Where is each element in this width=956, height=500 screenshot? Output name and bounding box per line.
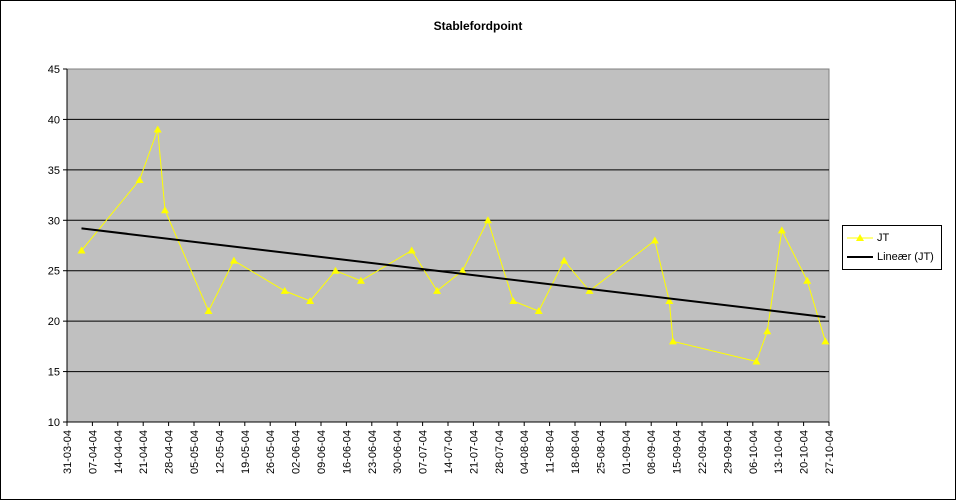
data-point-jt bbox=[458, 266, 467, 274]
x-tick-label: 07-04-04 bbox=[87, 430, 99, 474]
data-point-jt bbox=[752, 357, 761, 365]
x-tick-label: 08-09-04 bbox=[646, 430, 658, 474]
x-tick-label: 22-09-04 bbox=[697, 430, 709, 474]
x-tick-label: 06-10-04 bbox=[748, 430, 760, 474]
plot-area bbox=[66, 68, 830, 423]
y-axis: 10 15 20 25 30 35 40 45 bbox=[48, 64, 68, 429]
legend-swatch-trend bbox=[847, 256, 873, 258]
x-tick-label: 23-06-04 bbox=[367, 430, 379, 474]
y-tick-label: 10 bbox=[48, 417, 60, 429]
legend-item-trend: Lineær (JT) bbox=[843, 250, 941, 264]
data-point-jt bbox=[356, 276, 365, 284]
legend-label-trend: Lineær (JT) bbox=[877, 251, 934, 263]
x-tick-label: 13-10-04 bbox=[773, 430, 785, 474]
legend-label-jt: JT bbox=[877, 232, 890, 244]
data-point-jt bbox=[763, 327, 772, 335]
data-point-jt bbox=[229, 256, 238, 264]
x-tick-label: 28-07-04 bbox=[494, 430, 506, 474]
data-point-jt bbox=[160, 206, 169, 214]
x-tick-label: 12-05-04 bbox=[214, 430, 226, 474]
data-point-jt bbox=[650, 236, 659, 244]
data-point-jt bbox=[585, 286, 594, 294]
x-axis: 31-03-04 07-04-04 14-04-04 21-04-04 28-04-04… bbox=[62, 421, 836, 474]
x-tick-label: 19-05-04 bbox=[240, 430, 252, 474]
x-tick-label: 05-05-04 bbox=[189, 430, 201, 474]
y-tick-label: 25 bbox=[48, 266, 60, 278]
y-tick-label: 20 bbox=[48, 316, 60, 328]
data-point-jt bbox=[668, 337, 677, 345]
data-point-jt bbox=[433, 286, 442, 294]
data-point-jt bbox=[306, 296, 315, 304]
x-tick-label: 30-06-04 bbox=[392, 430, 404, 474]
series-layer bbox=[77, 125, 830, 365]
data-point-jt bbox=[665, 296, 674, 304]
legend: JT Lineær (JT) bbox=[842, 225, 942, 270]
data-point-jt bbox=[534, 307, 543, 315]
x-tick-label: 16-06-04 bbox=[341, 430, 353, 474]
x-tick-label: 26-05-04 bbox=[265, 430, 277, 474]
y-tick-label: 15 bbox=[48, 367, 60, 379]
x-tick-label: 04-08-04 bbox=[519, 430, 531, 474]
x-tick-label: 18-08-04 bbox=[570, 430, 582, 474]
x-tick-label: 02-06-04 bbox=[291, 430, 303, 474]
x-tick-label: 01-09-04 bbox=[621, 430, 633, 474]
legend-swatch-jt bbox=[847, 234, 873, 241]
x-tick-label: 14-07-04 bbox=[443, 430, 455, 474]
y-tick-label: 30 bbox=[48, 215, 60, 227]
data-point-jt bbox=[153, 125, 162, 133]
data-point-jt bbox=[135, 175, 144, 183]
chart-title: Stablefordpoint bbox=[433, 19, 523, 33]
data-point-jt bbox=[204, 307, 213, 315]
data-point-jt bbox=[803, 276, 812, 284]
x-tick-label: 28-04-04 bbox=[164, 430, 176, 474]
data-point-jt bbox=[331, 266, 340, 274]
x-tick-label: 21-07-04 bbox=[468, 430, 480, 474]
gridlines bbox=[67, 118, 829, 373]
trendline bbox=[81, 227, 826, 319]
x-tick-label: 25-08-04 bbox=[595, 430, 607, 474]
data-point-jt bbox=[280, 286, 289, 294]
x-tick-label: 21-04-04 bbox=[138, 430, 150, 474]
data-point-jt bbox=[560, 256, 569, 264]
y-tick-label: 40 bbox=[48, 114, 60, 126]
data-point-jt bbox=[77, 246, 86, 254]
x-tick-label: 07-07-04 bbox=[418, 430, 430, 474]
data-point-jt bbox=[483, 216, 492, 224]
data-point-jt bbox=[407, 246, 416, 254]
y-tick-label: 45 bbox=[48, 64, 60, 76]
x-tick-label: 29-09-04 bbox=[722, 430, 734, 474]
x-tick-label: 11-08-04 bbox=[545, 430, 557, 473]
data-point-jt bbox=[821, 337, 830, 345]
x-tick-label: 20-10-04 bbox=[799, 430, 811, 474]
x-tick-label: 15-09-04 bbox=[672, 430, 684, 474]
x-tick-label: 09-06-04 bbox=[316, 430, 328, 474]
data-point-jt bbox=[509, 296, 518, 304]
x-tick-label: 31-03-04 bbox=[62, 430, 74, 474]
series-line-jt bbox=[81, 129, 826, 363]
y-tick-label: 35 bbox=[48, 165, 60, 177]
x-tick-label: 27-10-04 bbox=[824, 430, 836, 474]
x-tick-label: 14-04-04 bbox=[113, 430, 125, 474]
legend-item-jt: JT bbox=[843, 231, 941, 245]
data-point-jt bbox=[777, 226, 786, 234]
